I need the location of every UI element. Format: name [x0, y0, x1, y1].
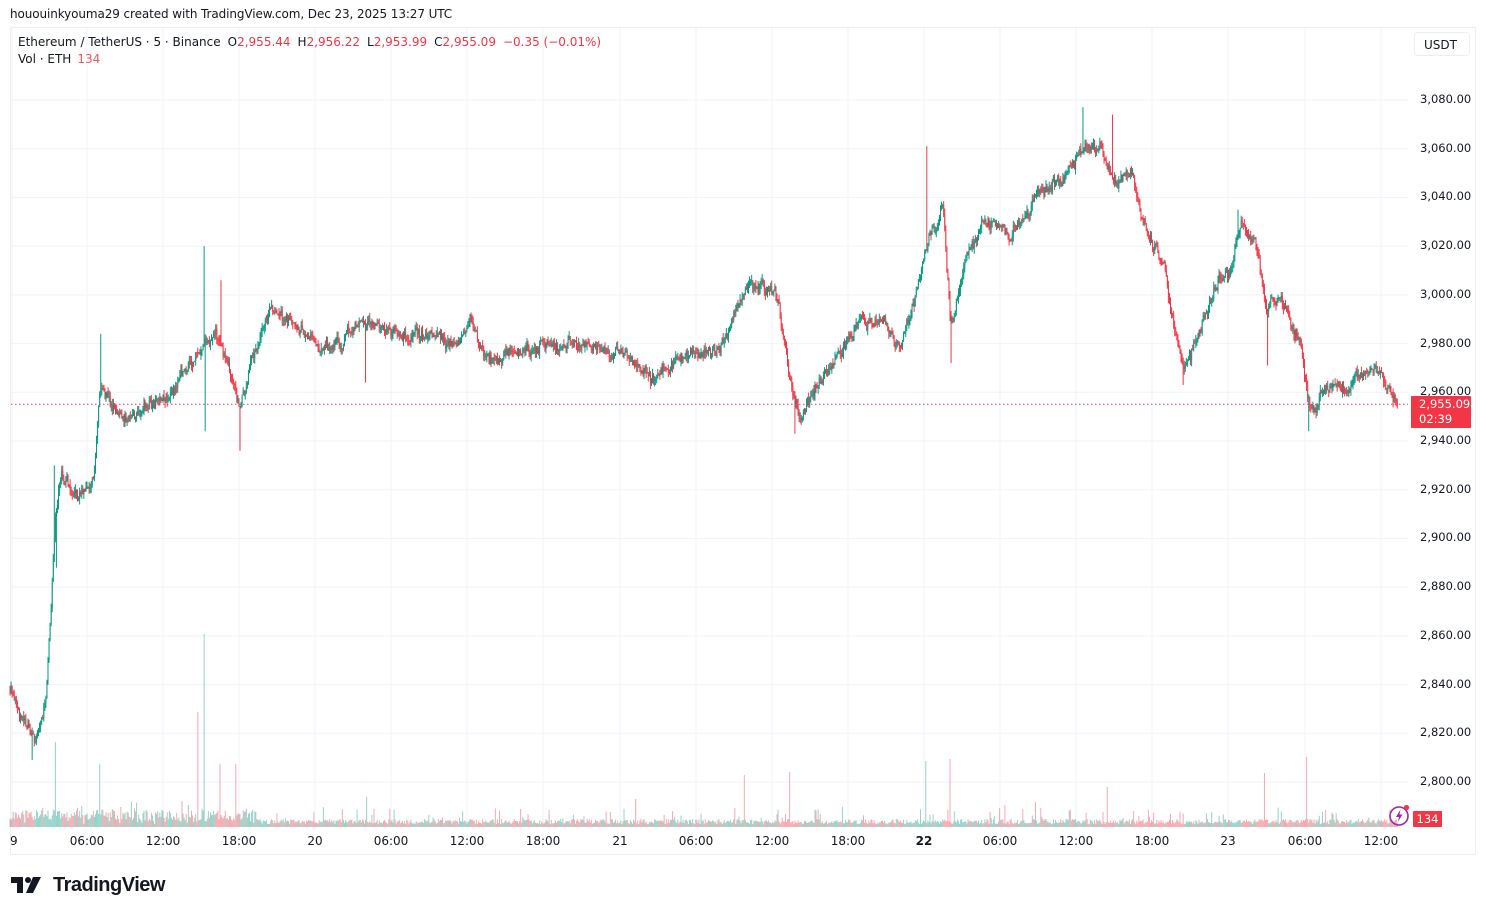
time-tick-label: 12:00	[754, 834, 790, 848]
time-tick-label: 18:00	[830, 834, 866, 848]
tradingview-logo-icon	[11, 877, 41, 893]
tradingview-logo[interactable]: TradingView	[11, 873, 165, 897]
high-value: 2,956.22	[306, 35, 360, 49]
logo-text: TradingView	[53, 873, 165, 896]
lightning-alert-icon[interactable]	[1388, 803, 1412, 827]
time-tick-label: 21	[612, 834, 628, 848]
last-price-value: 2,955.09	[1419, 397, 1471, 411]
time-tick-label: 06:00	[1287, 834, 1323, 848]
volume-row: Vol · ETH 134	[18, 51, 601, 68]
price-tick-label: 2,800.00	[1420, 774, 1472, 788]
close-label: C	[434, 35, 443, 49]
price-tick-label: 3,060.00	[1420, 140, 1472, 155]
time-tick-label: 12:00	[1058, 834, 1094, 848]
volume-tag: 134	[1413, 811, 1442, 827]
price-tick-label: 3,080.00	[1420, 92, 1472, 106]
time-tick-label: 9	[10, 834, 18, 848]
time-tick-label: 12:00	[449, 834, 485, 848]
chart-frame[interactable]	[10, 27, 1476, 855]
time-tick-label: 18:00	[1134, 834, 1170, 848]
last-price-tag: 2,955.09 02:39	[1411, 396, 1471, 428]
currency-unit-button[interactable]: USDT	[1414, 32, 1470, 56]
open-value: 2,955.44	[237, 35, 291, 49]
chart-credit: hououinkyouma29 created with TradingView…	[10, 7, 453, 21]
time-tick-label: 18:00	[221, 834, 257, 848]
price-tick-label: 3,020.00	[1420, 238, 1472, 253]
time-tick-label: 06:00	[678, 834, 714, 848]
time-tick-label: 22	[915, 834, 933, 848]
time-tick-label: 12:00	[1363, 834, 1399, 848]
low-value: 2,953.99	[373, 35, 428, 49]
price-tick-label: 2,900.00	[1420, 530, 1472, 545]
price-tick-label: 2,880.00	[1420, 579, 1472, 594]
open-label: O	[227, 35, 238, 49]
price-candles	[9, 107, 1398, 761]
chart-grid	[11, 28, 1408, 827]
low-label: L	[367, 35, 374, 49]
price-tick-label: 3,000.00	[1420, 286, 1472, 301]
close-value: 2,955.09	[442, 35, 496, 49]
price-tick-label: 2,940.00	[1420, 433, 1472, 447]
volume-bars	[9, 634, 1398, 827]
price-tick-label: 2,820.00	[1420, 725, 1472, 740]
ohlc-row: Ethereum / TetherUS · 5 · Binance O2,955.…	[18, 34, 601, 51]
price-tick-label: 2,860.00	[1420, 627, 1472, 642]
time-tick-label: 20	[307, 834, 323, 848]
price-tick-label: 2,960.00	[1420, 384, 1472, 399]
price-tick-label: 2,980.00	[1420, 335, 1472, 350]
time-tick-label: 23	[1220, 834, 1236, 848]
volume-value: 134	[77, 52, 101, 66]
time-tick-label: 18:00	[525, 834, 561, 848]
price-tick-label: 3,040.00	[1420, 189, 1472, 204]
time-tick-label: 06:00	[373, 834, 409, 848]
chart-legend: Ethereum / TetherUS · 5 · Binance O2,955.…	[18, 34, 601, 68]
change-value: −0.35 (−0.01%)	[502, 35, 602, 49]
volume-label[interactable]: Vol · ETH	[18, 52, 72, 66]
bar-countdown: 02:39	[1419, 412, 1453, 426]
time-tick-label: 06:00	[982, 834, 1018, 848]
time-tick-label: 06:00	[69, 834, 105, 848]
price-tick-label: 2,840.00	[1420, 676, 1472, 691]
time-tick-label: 12:00	[145, 834, 181, 848]
high-label: H	[297, 35, 307, 49]
price-tick-label: 2,920.00	[1420, 481, 1472, 496]
symbol-title[interactable]: Ethereum / TetherUS · 5 · Binance	[18, 35, 221, 49]
